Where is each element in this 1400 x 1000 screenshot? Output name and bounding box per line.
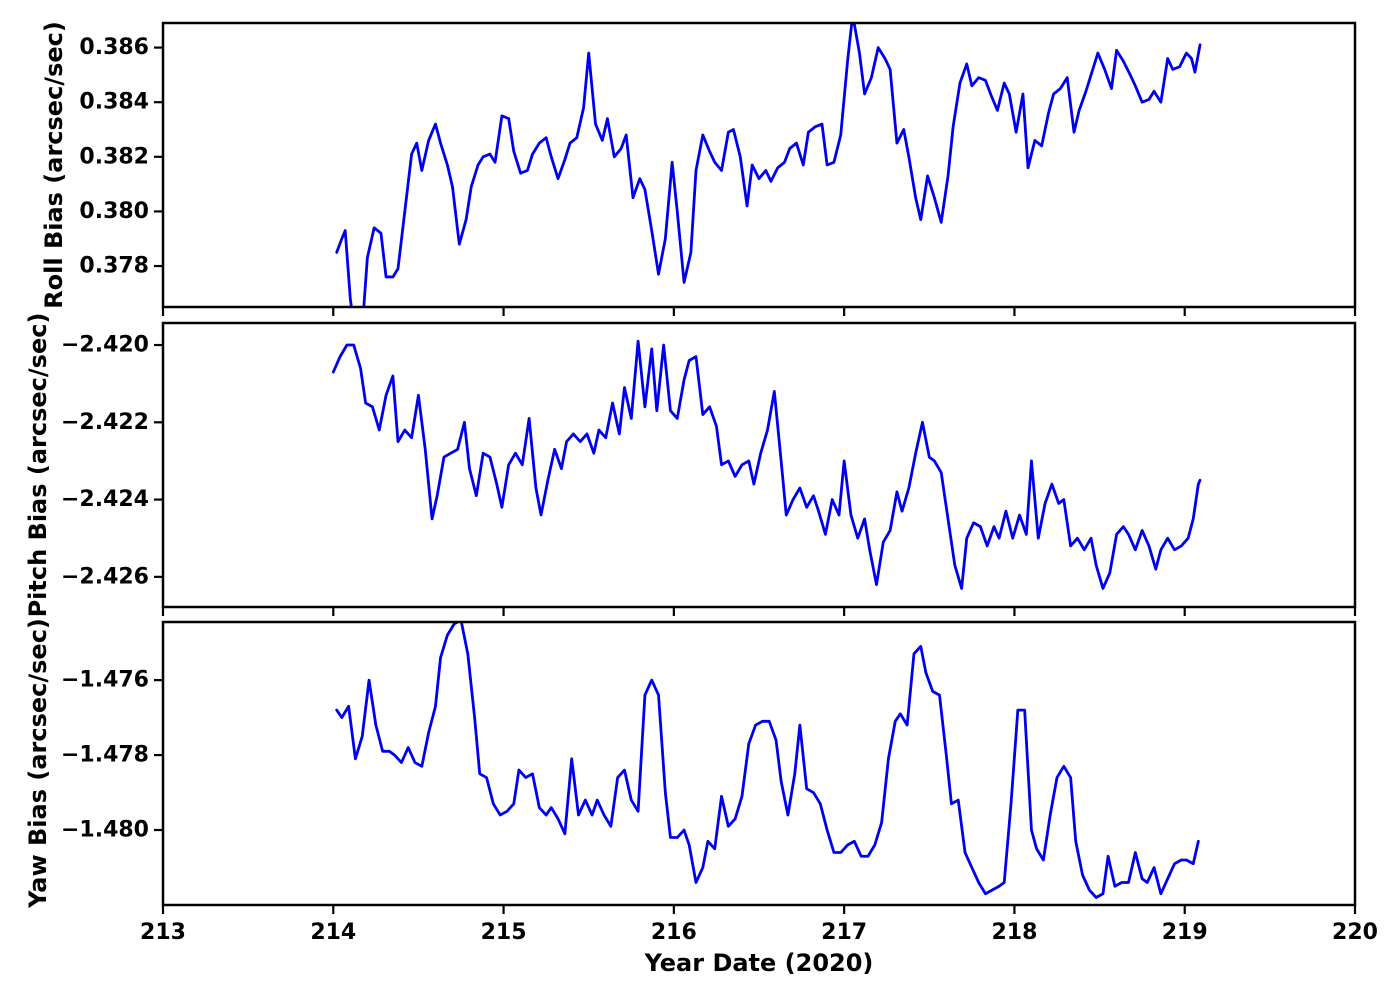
pitch-bias-series-line bbox=[331, 339, 1202, 590]
x-tick-labels: 213 214 215 216 217 218 219 220 bbox=[140, 920, 1378, 945]
roll-bias-series-line bbox=[335, 23, 1202, 307]
pitch-bias-x-ticks bbox=[161, 607, 1357, 616]
yaw-bias-x-ticks bbox=[161, 905, 1357, 914]
roll-bias-y-tick-label: 0.384 bbox=[79, 90, 149, 115]
pitch-bias-y-ticks: −2.420 −2.422 −2.424 −2.426 bbox=[61, 333, 163, 589]
yaw-bias-series-line bbox=[335, 622, 1200, 899]
roll-bias-spines bbox=[161, 21, 1357, 309]
yaw-bias-y-tick-label: −1.476 bbox=[61, 668, 149, 693]
x-tick-label: 218 bbox=[991, 920, 1037, 945]
pitch-bias-y-axis-label: Pitch Bias (arcsec/sec) bbox=[24, 312, 52, 618]
pitch-bias-y-tick-label: −2.426 bbox=[61, 564, 149, 589]
x-tick-label: 217 bbox=[821, 920, 867, 945]
roll-bias-x-ticks bbox=[161, 307, 1357, 316]
pitch-bias-y-tick-label: −2.422 bbox=[61, 410, 149, 435]
x-tick-label: 219 bbox=[1162, 920, 1208, 945]
x-tick-label: 216 bbox=[651, 920, 697, 945]
x-tick-label: 215 bbox=[481, 920, 527, 945]
roll-bias-panel: 0.378 0.380 0.382 0.384 0.386 bbox=[79, 21, 1357, 316]
yaw-bias-y-tick-label: −1.478 bbox=[61, 743, 149, 768]
x-tick-label: 220 bbox=[1332, 920, 1378, 945]
roll-bias-y-axis-label: Roll Bias (arcsec/sec) bbox=[40, 21, 68, 309]
roll-bias-y-ticks: 0.378 0.380 0.382 0.384 0.386 bbox=[79, 35, 163, 279]
yaw-bias-y-tick-label: −1.480 bbox=[61, 818, 149, 843]
roll-bias-y-tick-label: 0.378 bbox=[79, 254, 149, 279]
roll-bias-y-tick-label: 0.382 bbox=[79, 144, 149, 169]
yaw-bias-y-axis-label: Yaw Bias (arcsec/sec) bbox=[24, 618, 52, 908]
x-axis-label: Year Date (2020) bbox=[644, 949, 874, 977]
x-tick-label: 213 bbox=[140, 920, 186, 945]
yaw-bias-spines bbox=[161, 620, 1357, 907]
roll-bias-y-tick-label: 0.386 bbox=[79, 35, 149, 60]
yaw-bias-y-ticks: −1.476 −1.478 −1.480 bbox=[61, 668, 163, 843]
roll-bias-y-tick-label: 0.380 bbox=[79, 199, 149, 224]
x-tick-label: 214 bbox=[310, 920, 356, 945]
pitch-bias-y-tick-label: −2.424 bbox=[61, 487, 149, 512]
pitch-bias-y-tick-label: −2.420 bbox=[61, 333, 149, 358]
pitch-bias-panel: −2.420 −2.422 −2.424 −2.426 bbox=[61, 321, 1357, 616]
pitch-bias-spines bbox=[161, 321, 1357, 609]
yaw-bias-panel: −1.476 −1.478 −1.480 bbox=[61, 620, 1357, 914]
